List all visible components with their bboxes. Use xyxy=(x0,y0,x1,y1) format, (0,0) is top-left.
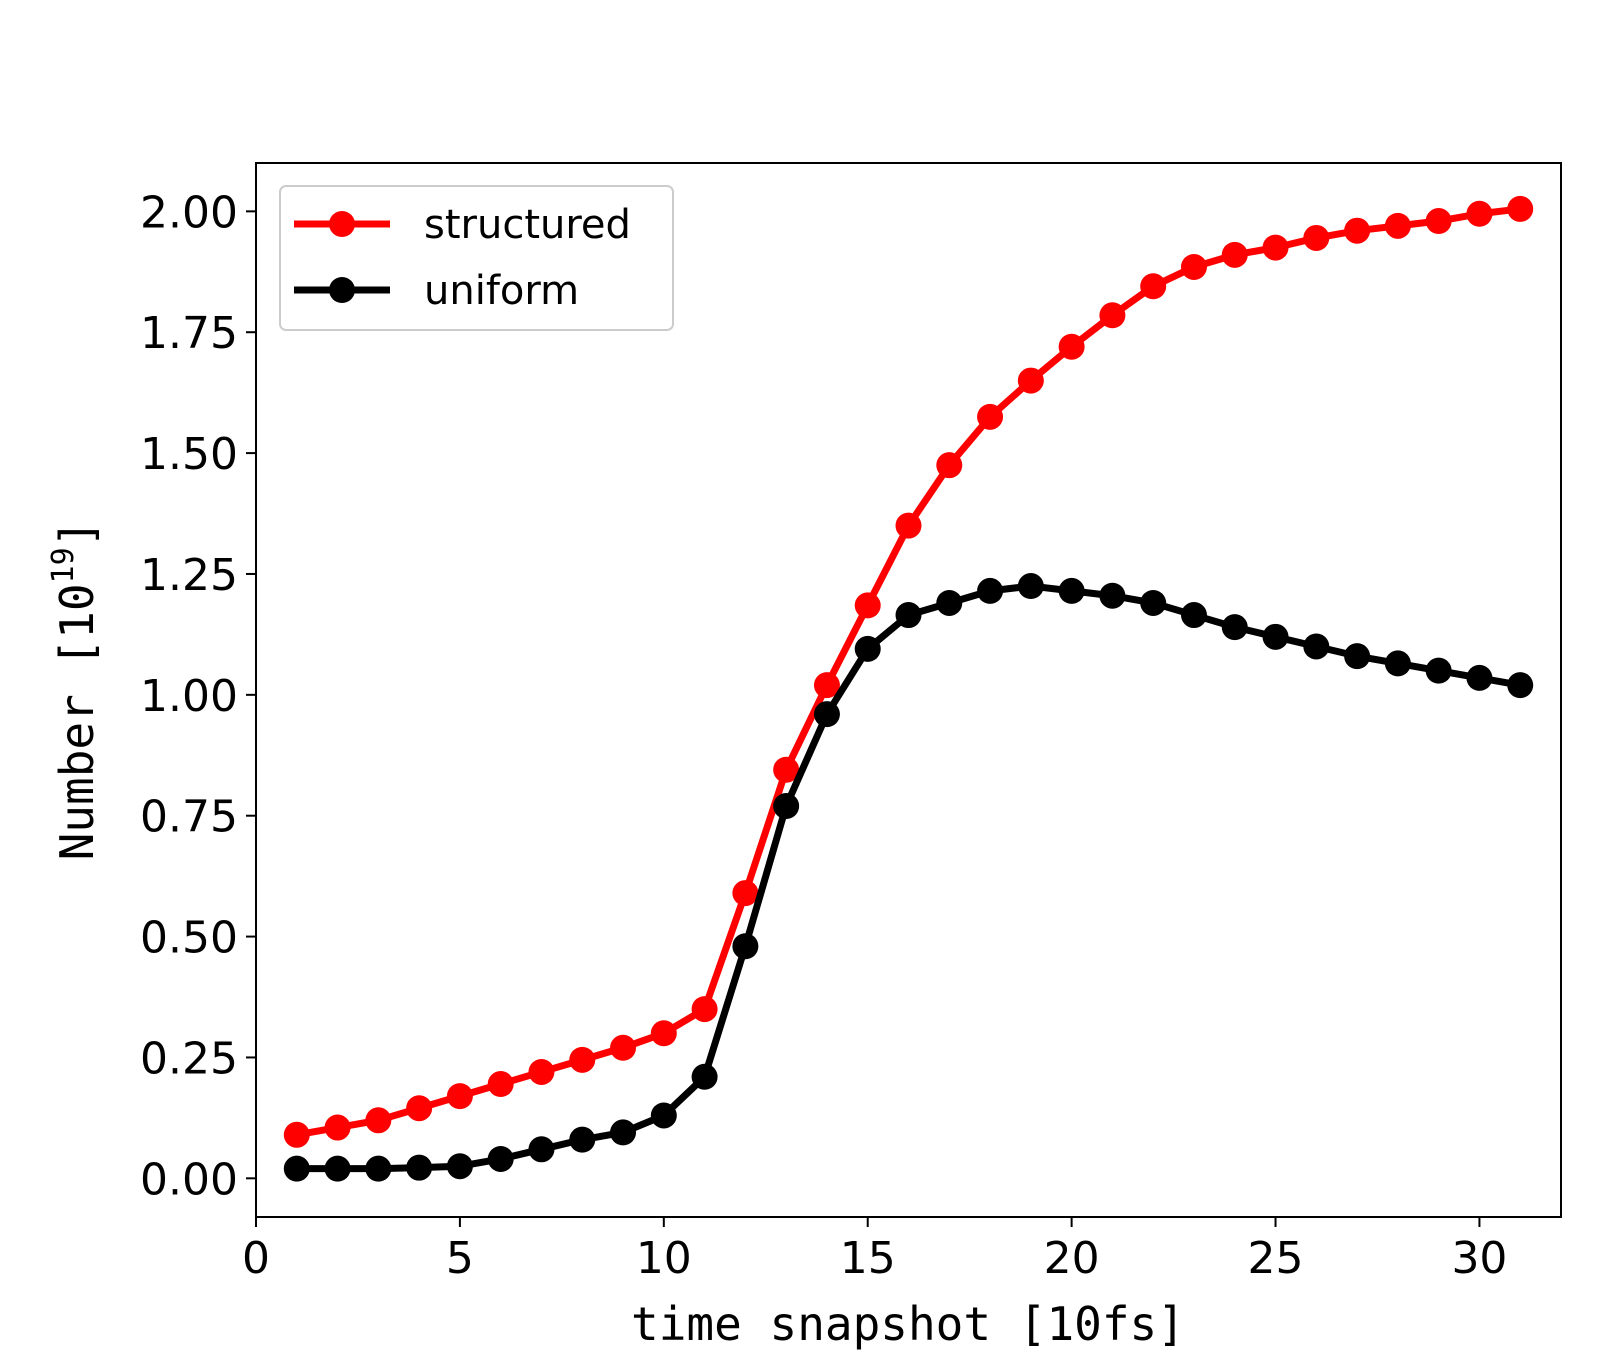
data-point-structured xyxy=(1180,253,1207,280)
data-point-structured xyxy=(283,1121,310,1148)
data-point-uniform xyxy=(691,1063,718,1090)
data-point-uniform xyxy=(1180,602,1207,629)
y-tick-label: 1.75 xyxy=(140,308,238,359)
data-point-uniform xyxy=(487,1145,514,1172)
legend-label-structured: structured xyxy=(424,202,631,248)
data-point-structured xyxy=(854,592,881,619)
data-point-uniform xyxy=(365,1155,392,1182)
data-point-structured xyxy=(406,1095,433,1122)
data-point-structured xyxy=(936,452,963,479)
data-point-structured xyxy=(1017,367,1044,394)
data-point-structured xyxy=(1221,241,1248,268)
x-axis-label: time snapshot [10fs] xyxy=(631,1297,1185,1351)
series-layer xyxy=(283,195,1534,1182)
y-tick-label: 1.00 xyxy=(140,671,238,722)
x-tick-label: 0 xyxy=(242,1233,270,1284)
data-point-structured xyxy=(1303,224,1330,251)
data-point-uniform xyxy=(1466,664,1493,691)
data-point-uniform xyxy=(1303,633,1330,660)
y-axis: 0.00 0.25 0.50 0.75 1.00 1.25 1.50 1.75 2.00 xyxy=(140,187,256,1205)
legend: structured uniform xyxy=(279,185,674,331)
data-point-structured xyxy=(1140,273,1167,300)
y-tick-label: 0.50 xyxy=(140,913,238,964)
x-tick-label: 10 xyxy=(636,1233,692,1284)
data-point-uniform xyxy=(1507,672,1534,699)
data-point-uniform xyxy=(569,1126,596,1153)
legend-marker-structured xyxy=(329,211,355,237)
data-point-uniform xyxy=(406,1154,433,1181)
y-tick-label: 2.00 xyxy=(140,187,238,238)
data-point-structured xyxy=(813,672,840,699)
legend-marker-uniform xyxy=(329,277,355,303)
data-point-structured xyxy=(773,756,800,783)
data-point-structured xyxy=(691,996,718,1023)
data-point-uniform xyxy=(324,1155,351,1182)
data-point-structured xyxy=(895,512,922,539)
data-point-structured xyxy=(1099,302,1126,329)
x-tick-label: 30 xyxy=(1451,1233,1507,1284)
data-point-structured xyxy=(1425,208,1452,235)
x-tick-label: 5 xyxy=(446,1233,474,1284)
data-point-structured xyxy=(324,1114,351,1141)
data-point-structured xyxy=(1384,212,1411,239)
y-tick-label: 0.00 xyxy=(140,1154,238,1205)
data-point-uniform xyxy=(773,793,800,820)
data-point-uniform xyxy=(1058,577,1085,604)
data-point-uniform xyxy=(1017,573,1044,600)
x-tick-label: 20 xyxy=(1044,1233,1100,1284)
series-structured xyxy=(283,195,1534,1148)
y-axis-label-exponent: 19 xyxy=(46,547,81,583)
data-point-structured xyxy=(1262,234,1289,261)
data-point-structured xyxy=(528,1058,555,1085)
y-axis-label-base: Number [10 xyxy=(50,583,104,860)
data-point-uniform xyxy=(610,1119,637,1146)
data-point-structured xyxy=(610,1034,637,1061)
data-point-uniform xyxy=(1384,650,1411,677)
data-point-structured xyxy=(732,880,759,907)
plot-frame xyxy=(255,162,1562,1218)
data-point-uniform xyxy=(1262,623,1289,650)
data-point-uniform xyxy=(283,1155,310,1182)
data-point-uniform xyxy=(1425,657,1452,684)
y-tick-label: 0.25 xyxy=(140,1033,238,1084)
y-tick-label: 1.50 xyxy=(140,429,238,480)
data-point-structured xyxy=(977,403,1004,430)
y-tick-label: 1.25 xyxy=(140,550,238,601)
y-axis-label-suffix: ] xyxy=(50,520,104,548)
data-point-structured xyxy=(1466,200,1493,227)
data-point-uniform xyxy=(813,701,840,728)
x-tick-label: 15 xyxy=(840,1233,896,1284)
data-point-uniform xyxy=(854,635,881,662)
data-point-uniform xyxy=(936,589,963,616)
series-uniform xyxy=(283,573,1534,1182)
data-point-uniform xyxy=(446,1153,473,1180)
data-point-structured xyxy=(365,1107,392,1134)
y-tick-label: 0.75 xyxy=(140,792,238,843)
y-axis-label: Number [1019] xyxy=(46,520,104,861)
x-tick-label: 25 xyxy=(1248,1233,1304,1284)
data-point-uniform xyxy=(1344,643,1371,670)
data-point-uniform xyxy=(1140,589,1167,616)
data-point-uniform xyxy=(528,1136,555,1163)
legend-label-uniform: uniform xyxy=(424,268,579,314)
data-point-uniform xyxy=(977,577,1004,604)
data-point-structured xyxy=(1344,217,1371,244)
data-point-structured xyxy=(446,1083,473,1110)
data-point-uniform xyxy=(732,933,759,960)
data-point-uniform xyxy=(1221,614,1248,641)
data-point-structured xyxy=(569,1046,596,1073)
data-point-structured xyxy=(1058,333,1085,360)
x-axis: 0 5 10 15 20 25 30 xyxy=(242,1217,1507,1284)
data-point-uniform xyxy=(1099,582,1126,609)
data-point-uniform xyxy=(650,1102,677,1129)
data-point-structured xyxy=(650,1020,677,1047)
data-point-structured xyxy=(487,1071,514,1098)
data-point-uniform xyxy=(895,602,922,629)
data-point-structured xyxy=(1507,195,1534,222)
